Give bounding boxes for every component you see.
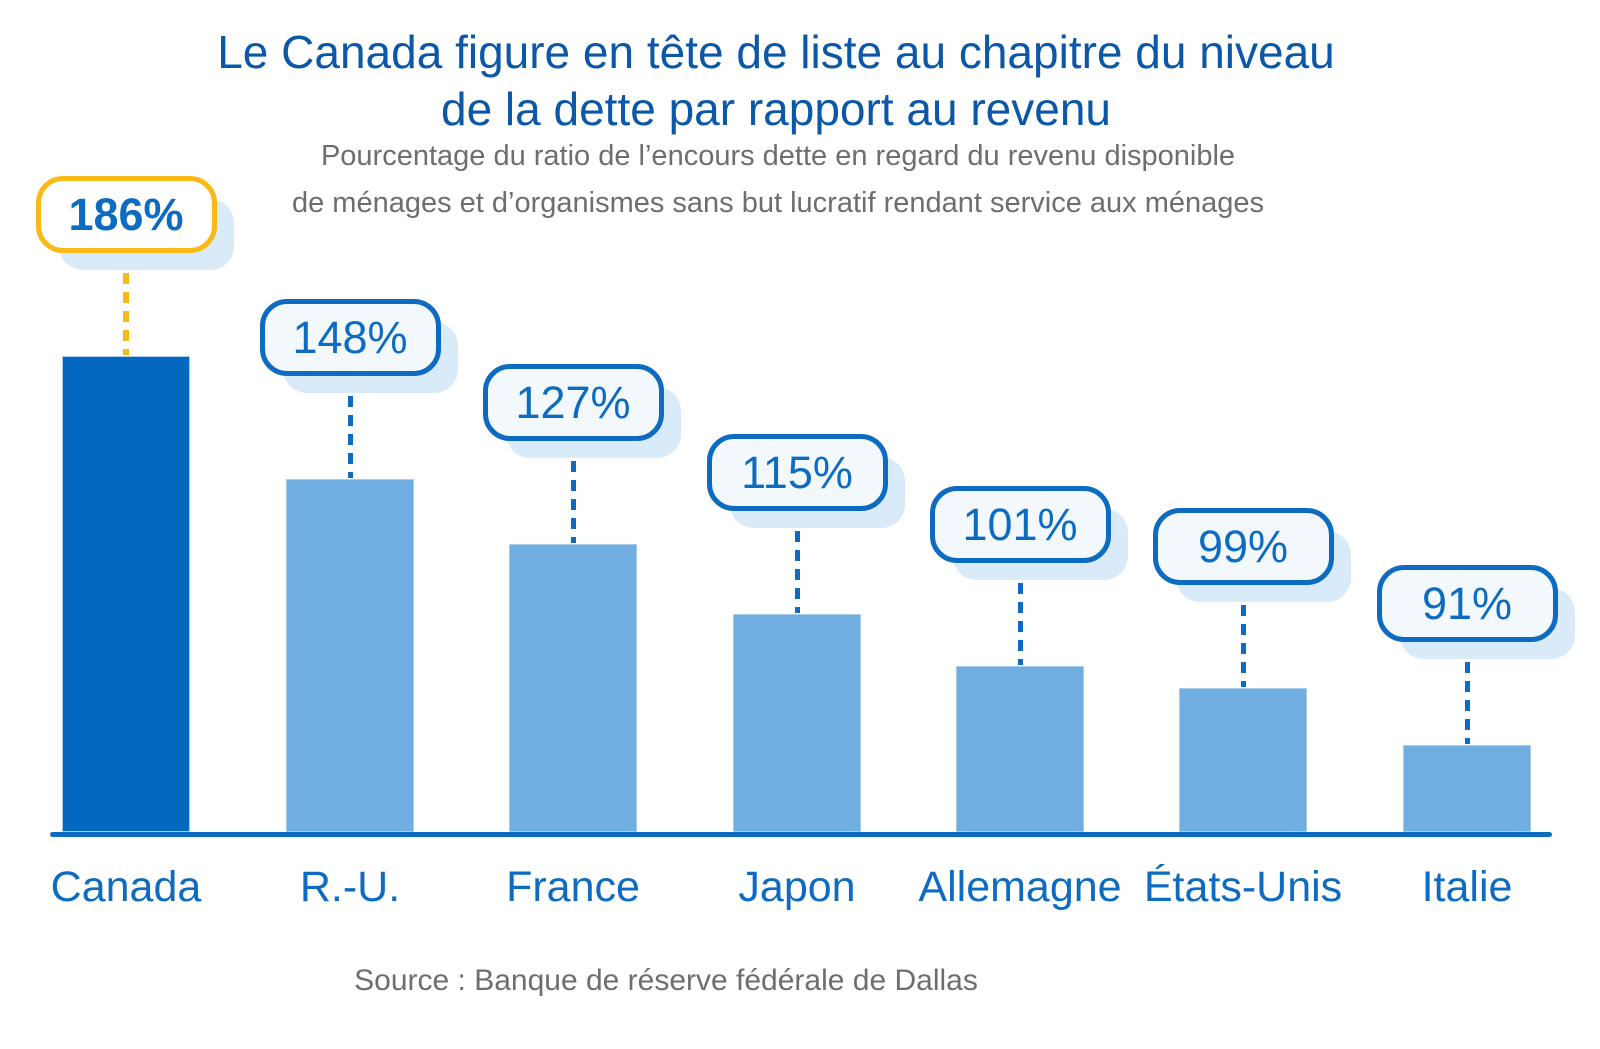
category-label-allemagne: Allemagne bbox=[918, 863, 1122, 911]
category-label-etats-unis: États-Unis bbox=[1143, 863, 1343, 911]
value-badge-france: 127% bbox=[482, 364, 664, 441]
connector-line-allemagne bbox=[1017, 564, 1023, 665]
value-badge-canada: 186% bbox=[35, 176, 217, 253]
page-title-line2: de la dette par rapport au revenu bbox=[440, 83, 1111, 135]
chart-subtitle-line2: de ménages et d’organismes sans but lucr… bbox=[291, 187, 1265, 219]
connector-line-france bbox=[570, 442, 576, 543]
bar-italie bbox=[1403, 745, 1531, 832]
value-badge-etats-unis: 99% bbox=[1152, 508, 1334, 585]
value-badge-japon: 115% bbox=[706, 434, 888, 511]
category-label-canada: Canada bbox=[50, 863, 202, 911]
connector-line-etats-unis bbox=[1240, 586, 1246, 687]
bar-canada bbox=[62, 356, 190, 832]
value-badge-r-u: 148% bbox=[259, 299, 441, 376]
category-label-japon: Japon bbox=[738, 863, 856, 911]
x-axis-line bbox=[50, 832, 1552, 837]
connector-line-japon bbox=[794, 512, 800, 613]
connector-line-r-u bbox=[347, 377, 353, 478]
value-badge-italie: 91% bbox=[1376, 565, 1558, 642]
chart-subtitle: Pourcentage du ratio de l’encours dette … bbox=[0, 133, 1556, 227]
connector-line-italie bbox=[1464, 643, 1470, 744]
bar-r-u bbox=[286, 479, 414, 832]
bar-etats-unis bbox=[1179, 688, 1307, 832]
bar-france bbox=[509, 544, 637, 832]
page-title-line1: Le Canada figure en tête de liste au cha… bbox=[217, 26, 1335, 78]
bar-japon bbox=[733, 614, 861, 832]
value-badge-allemagne: 101% bbox=[929, 486, 1111, 563]
chart-subtitle-line1: Pourcentage du ratio de l’encours dette … bbox=[320, 140, 1236, 172]
page-title: Le Canada figure en tête de liste au cha… bbox=[0, 24, 1552, 138]
source-note: Source : Banque de réserve fédérale de D… bbox=[354, 964, 978, 997]
connector-line-canada bbox=[123, 254, 129, 355]
category-label-france: France bbox=[506, 863, 640, 911]
bar-allemagne bbox=[956, 666, 1084, 832]
category-label-r-u: R.-U. bbox=[299, 863, 401, 911]
category-label-italie: Italie bbox=[1421, 863, 1513, 911]
